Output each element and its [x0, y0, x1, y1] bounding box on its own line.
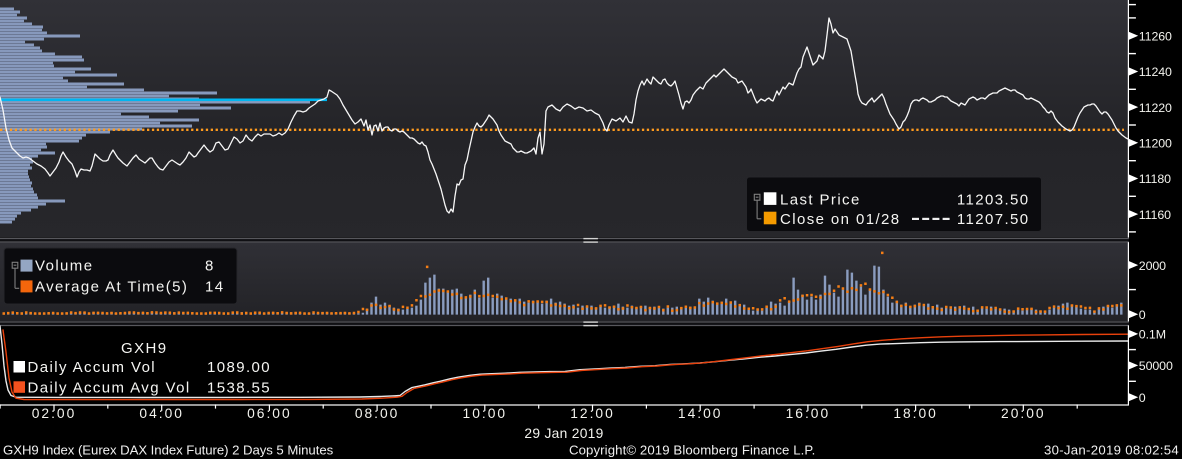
svg-text:02:00: 02:00	[32, 406, 77, 421]
svg-text:04:00: 04:00	[139, 406, 184, 421]
svg-text:18:00: 18:00	[893, 406, 938, 421]
svg-text:0: 0	[1139, 308, 1146, 322]
svg-text:2000: 2000	[1139, 259, 1166, 273]
svg-text:11260: 11260	[1139, 30, 1172, 44]
svg-text:14: 14	[205, 279, 225, 296]
svg-text:11203.50: 11203.50	[957, 192, 1030, 209]
svg-text:10:00: 10:00	[463, 406, 508, 421]
svg-text:11240: 11240	[1139, 65, 1172, 79]
svg-text:08:00: 08:00	[355, 406, 400, 421]
svg-text:20:00: 20:00	[1001, 406, 1046, 421]
svg-text:11160: 11160	[1139, 208, 1171, 222]
svg-text:Close on 01/28: Close on 01/28	[780, 211, 901, 228]
svg-text:Average At Time(5): Average At Time(5)	[35, 279, 188, 296]
svg-text:16:00: 16:00	[786, 406, 831, 421]
svg-text:1089.00: 1089.00	[207, 359, 271, 376]
svg-text:Volume: Volume	[35, 258, 93, 275]
svg-text:11180: 11180	[1139, 172, 1171, 186]
svg-text:29 Jan 2019: 29 Jan 2019	[524, 426, 603, 441]
svg-text:Copyright© 2019 Bloomberg Fina: Copyright© 2019 Bloomberg Finance L.P.	[569, 443, 815, 458]
svg-text:12:00: 12:00	[570, 406, 615, 421]
svg-text:0: 0	[1139, 391, 1146, 405]
svg-text:14:00: 14:00	[678, 406, 723, 421]
svg-text:50000: 50000	[1139, 359, 1173, 373]
svg-text:30-Jan-2019 08:02:54: 30-Jan-2019 08:02:54	[1044, 443, 1179, 458]
svg-text:GXH9: GXH9	[121, 340, 167, 357]
svg-text:Last Price: Last Price	[780, 192, 861, 209]
svg-text:GXH9 Index (Eurex DAX Index Fu: GXH9 Index (Eurex DAX Index Future) 2 Da…	[3, 443, 334, 458]
svg-text:0.1M: 0.1M	[1139, 328, 1166, 342]
svg-text:Daily Accum Vol: Daily Accum Vol	[28, 359, 157, 376]
svg-text:11200: 11200	[1139, 137, 1172, 151]
svg-text:06:00: 06:00	[247, 406, 292, 421]
svg-text:11220: 11220	[1139, 101, 1172, 115]
svg-text:Daily Accum Avg Vol: Daily Accum Avg Vol	[28, 380, 191, 397]
svg-text:8: 8	[205, 258, 215, 275]
svg-text:1538.55: 1538.55	[207, 380, 271, 397]
svg-text:11207.50: 11207.50	[957, 211, 1030, 228]
